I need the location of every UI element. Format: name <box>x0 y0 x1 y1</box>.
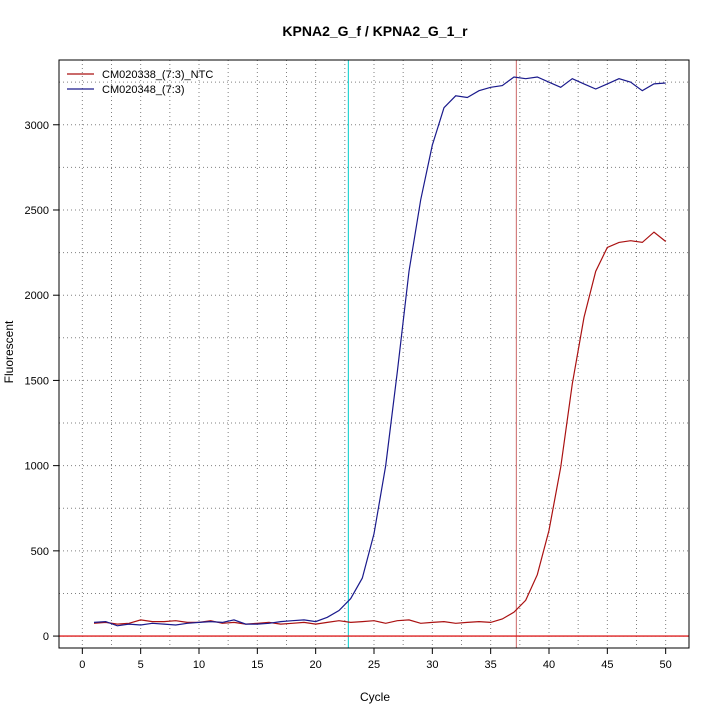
legend-label: CM020338_(7:3)_NTC <box>102 69 213 81</box>
y-tick-label: 1500 <box>25 375 49 387</box>
y-tick-label: 3000 <box>25 120 49 132</box>
legend: CM020338_(7:3)_NTC CM020348_(7:3) <box>67 69 213 96</box>
x-tick-label: 15 <box>251 659 263 671</box>
series-lines <box>93 76 667 627</box>
y-tick-label: 2500 <box>25 205 49 217</box>
x-tick-label: 25 <box>368 659 380 671</box>
series-line-2 <box>93 76 666 627</box>
x-tick-label: 5 <box>138 659 144 671</box>
y-axis-label: Fluorescent <box>2 320 16 383</box>
y-axis: 0 500 1000 1500 2000 2500 3000 <box>25 120 59 643</box>
x-tick-label: 10 <box>193 659 205 671</box>
y-tick-label: 2000 <box>25 290 49 302</box>
y-tick-label: 0 <box>43 631 49 643</box>
x-tick-label: 40 <box>543 659 555 671</box>
grid <box>59 60 689 648</box>
x-tick-label: 45 <box>601 659 613 671</box>
x-axis-label: Cycle <box>360 690 390 704</box>
x-axis: 0 5 10 15 20 25 30 35 40 45 50 <box>79 648 672 671</box>
x-tick-label: 0 <box>79 659 85 671</box>
y-tick-label: 1000 <box>25 461 49 473</box>
x-tick-label: 20 <box>310 659 322 671</box>
x-tick-label: 35 <box>485 659 497 671</box>
threshold-lines <box>347 60 517 648</box>
x-tick-label: 50 <box>660 659 672 671</box>
series-line-1 <box>93 231 667 625</box>
y-tick-label: 500 <box>31 546 49 558</box>
legend-label: CM020348_(7:3) <box>102 84 185 96</box>
chart-title: KPNA2_G_f / KPNA2_G_1_r <box>282 23 468 39</box>
x-tick-label: 30 <box>426 659 438 671</box>
